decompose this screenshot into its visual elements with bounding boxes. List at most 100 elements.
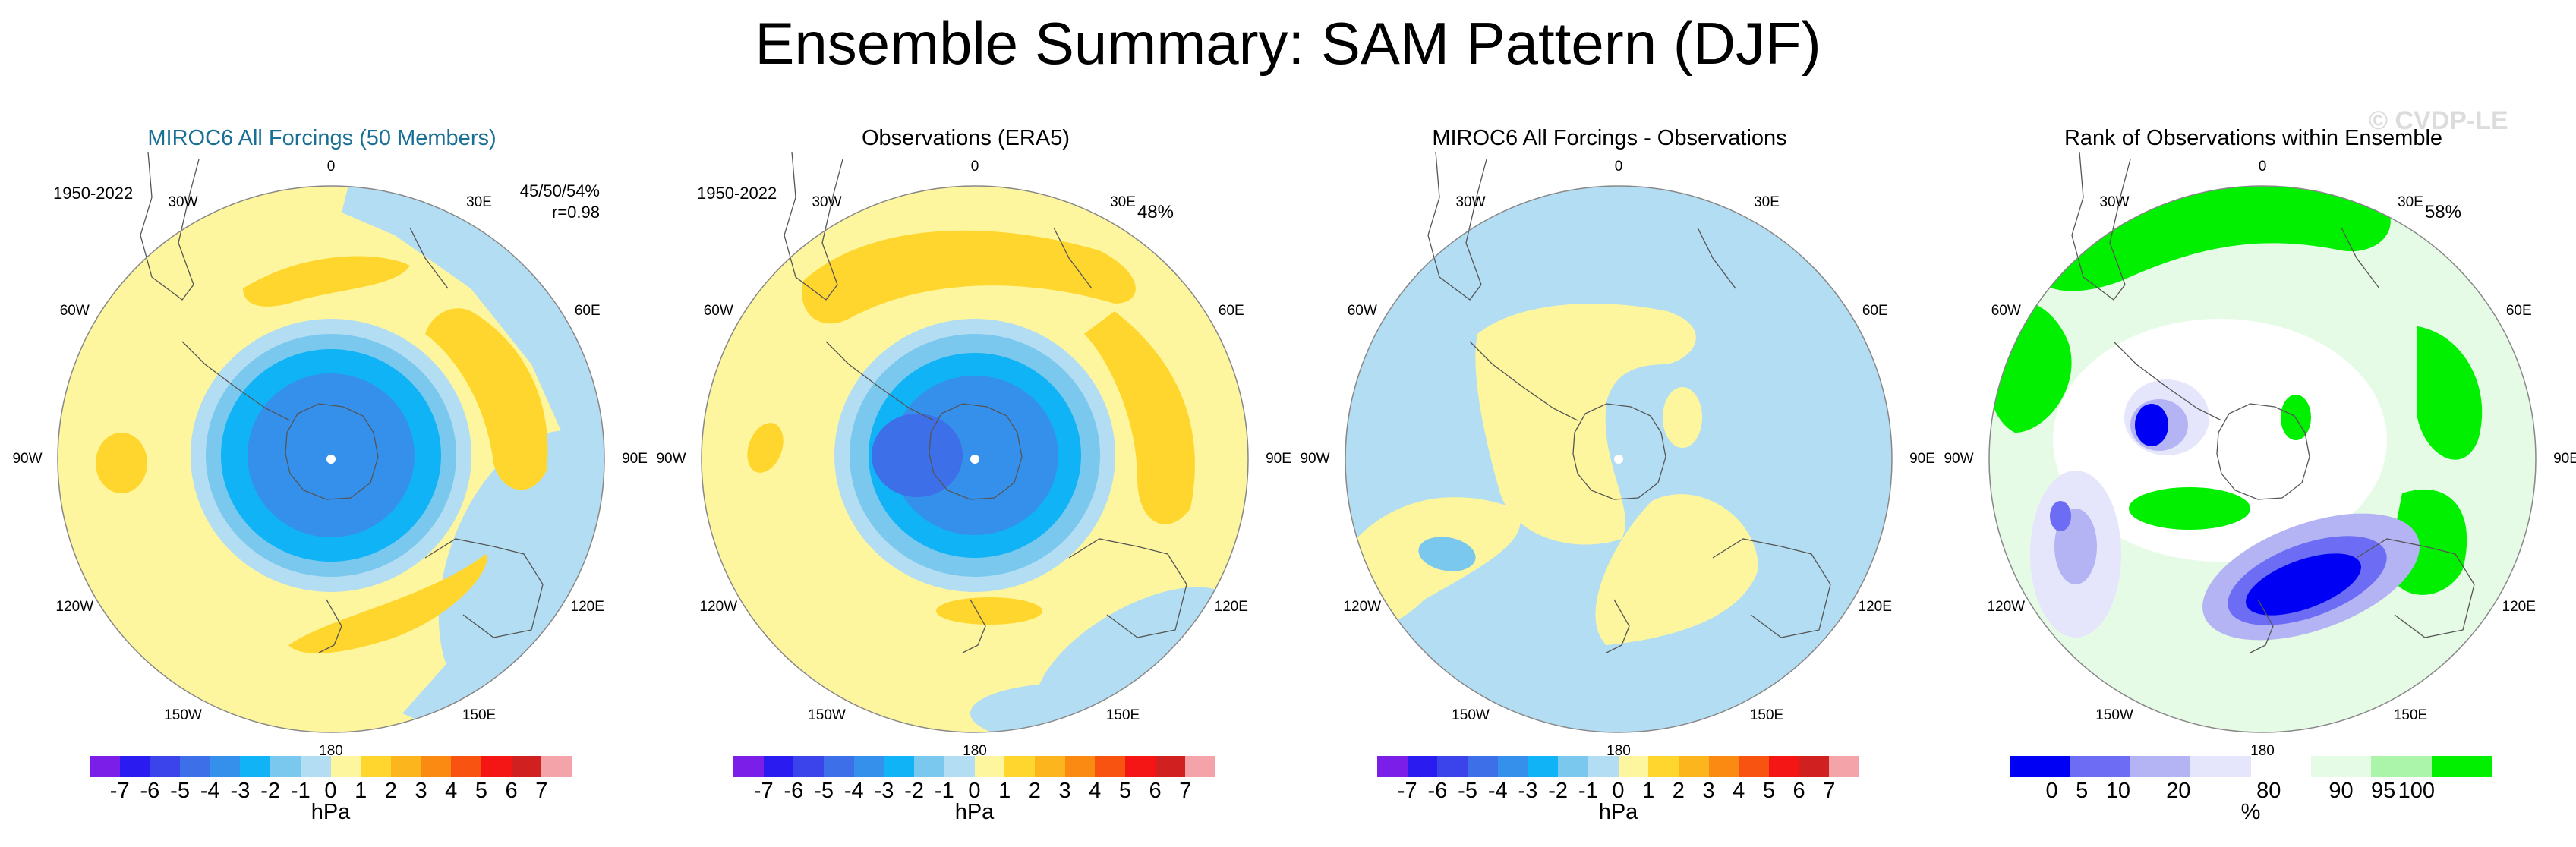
australia-coast (1068, 538, 1187, 638)
colorbar-swatch (421, 756, 452, 777)
colorbar-tick-label: 100 (2398, 779, 2435, 803)
period-label: 1950-2022 (697, 184, 777, 203)
panel-rank: Rank of Observations within Ensemble 58%… (1931, 114, 2576, 847)
panel-title: MIROC6 All Forcings - Observations (1432, 126, 1787, 150)
antarctica-coast (285, 403, 379, 500)
colorbar-swatch (1004, 756, 1035, 777)
colorbar-tick-label: -2 (260, 779, 281, 803)
map-field (702, 186, 1248, 732)
colorbar-swatch (240, 756, 271, 777)
colorbar-swatch (119, 756, 150, 777)
longitude-label: 60W (1991, 303, 2021, 319)
longitude-label: 30E (1110, 194, 1136, 211)
africa-coast (2341, 227, 2380, 289)
colorbar-tick-label: -2 (1548, 779, 1569, 803)
south-america-coast (1427, 151, 1487, 301)
positive-patch-east (1663, 387, 1702, 448)
longitude-label: 150E (1105, 707, 1140, 723)
colorbar-swatch (180, 756, 210, 777)
colorbar-tick-label: -1 (290, 779, 311, 803)
colorbar-swatch (1739, 756, 1769, 777)
colorbar-swatch (2431, 756, 2492, 777)
map-svg (701, 151, 1249, 733)
colorbar-tick-label: 90 (2328, 779, 2354, 803)
background-level-minus1-0 (1345, 186, 1892, 732)
longitude-label: 180 (1606, 743, 1631, 759)
australia-coast (2356, 538, 2475, 638)
colorbar-tick-label: 0 (2045, 779, 2058, 803)
panel-observations: Observations (ERA5) 1950-2022 48% 0 30E 60… (644, 114, 1291, 847)
positive-region-center (1475, 304, 1696, 545)
colorbar-swatch (1437, 756, 1468, 777)
longitude-label: 90E (1266, 451, 1291, 467)
colorbar-swatch (451, 756, 481, 777)
colorbar-swatch (1588, 756, 1619, 777)
rank-100-south (2129, 487, 2250, 530)
colorbar-tick-label: -1 (1578, 779, 1598, 803)
longitude-label: 0 (2258, 159, 2267, 175)
colorbar-tick-label: -6 (140, 779, 160, 803)
longitude-label: 120W (1343, 599, 1382, 615)
colorbar-tick-label: 5 (1118, 779, 1132, 803)
colorbar-swatch (1558, 756, 1588, 777)
colorbar-swatch (330, 756, 361, 777)
colorbar (90, 756, 572, 777)
longitude-label: 120W (55, 599, 94, 615)
colorbar-tick-label: -1 (934, 779, 954, 803)
colorbar-swatch (1124, 756, 1156, 777)
africa-coast (1053, 227, 1093, 289)
positive-belt-east (1084, 311, 1195, 524)
map-border (1345, 185, 1893, 733)
colorbar-tick-label: 4 (445, 779, 458, 803)
colorbar-swatch (1155, 756, 1186, 777)
australia-coast (424, 538, 544, 638)
variance-percent: 48% (1137, 202, 1174, 222)
positive-belt-south (288, 554, 487, 653)
colorbar-swatch (944, 756, 975, 777)
colorbar-tick-label: 3 (1702, 779, 1715, 803)
colorbar-swatch (1528, 756, 1559, 777)
map-svg (1345, 151, 1893, 733)
colorbar-tick-label: 7 (1179, 779, 1192, 803)
colorbar-swatch (1064, 756, 1096, 777)
colorbar-tick-label: 6 (505, 779, 518, 803)
colorbar-swatch (2070, 756, 2130, 777)
colorbar-swatch (150, 756, 181, 777)
colorbar-tick-label: 0 (324, 779, 337, 803)
pole-marker (326, 455, 336, 464)
colorbar-swatch (300, 756, 331, 777)
colorbar-swatch (210, 756, 241, 777)
longitude-label: 150E (2393, 707, 2428, 723)
colorbar-tick-label: -2 (904, 779, 925, 803)
colorbar-tick-label: 2 (384, 779, 397, 803)
colorbar-unit: hPa (954, 800, 995, 824)
panel-title: MIROC6 All Forcings (50 Members) (147, 126, 497, 150)
longitude-label: 30E (1754, 194, 1780, 211)
longitude-label: 120W (699, 599, 738, 615)
new-zealand-coast (1606, 599, 1630, 653)
colorbar-swatch (1377, 756, 1408, 777)
colorbar-tick-label: -3 (230, 779, 251, 803)
colorbar-swatch (1407, 756, 1438, 777)
map-border (57, 185, 605, 733)
antarctica-coast (1572, 403, 1666, 500)
colorbar-tick-label: -3 (874, 779, 894, 803)
colorbar-swatch (270, 756, 301, 777)
longitude-label: 0 (326, 159, 336, 175)
longitude-label: 30W (2099, 194, 2130, 211)
positive-belt-east (425, 308, 548, 490)
colorbar-swatch (1799, 756, 1830, 777)
colorbar-swatch (2250, 756, 2311, 777)
colorbar-swatch (481, 756, 512, 777)
figure-title: Ensemble Summary: SAM Pattern (DJF) (755, 10, 1821, 77)
period-label: 1950-2022 (53, 184, 134, 203)
colorbar-swatch (1468, 756, 1498, 777)
longitude-label: 60E (1862, 303, 1888, 319)
colorbar-swatch (1497, 756, 1528, 777)
colorbar-swatch (1034, 756, 1065, 777)
pole-marker (1614, 455, 1623, 464)
panel-model: MIROC6 All Forcings (50 Members) 1950-20… (0, 114, 647, 847)
longitude-label: 150W (2095, 707, 2133, 723)
colorbar-tick-label: -4 (1487, 779, 1508, 803)
australia-coast (1712, 538, 1831, 638)
